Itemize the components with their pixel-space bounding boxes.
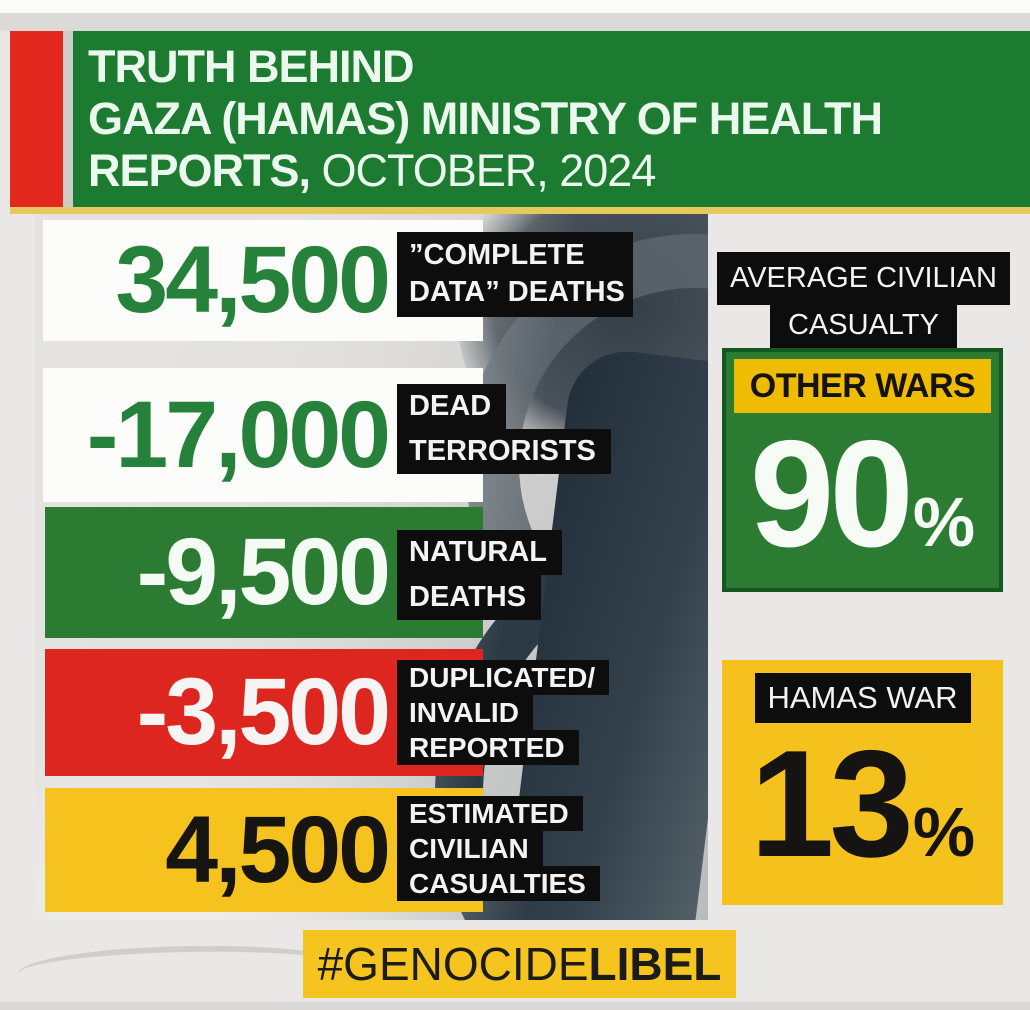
percent-sign: % xyxy=(912,483,976,561)
stat-label-dead-terrorists: DEAD TERRORISTS xyxy=(397,384,611,474)
stat-value: -3,500 xyxy=(136,659,391,765)
stat-label-line: DEAD xyxy=(397,384,507,429)
hamas-war-card: HAMAS WAR 13 % xyxy=(722,660,1003,905)
hashtag-banner: #GENOCIDE LIBEL xyxy=(303,930,736,998)
stat-label-line: INVALID xyxy=(397,695,533,730)
header-title-line3-regular: OCTOBER, 2024 xyxy=(310,145,657,196)
other-wars-label: OTHER WARS xyxy=(734,359,991,413)
average-civilian-casualty-heading: AVERAGE CIVILIAN CASUALTY xyxy=(715,252,1012,350)
stat-label-line: NATURAL xyxy=(397,530,562,575)
other-wars-value: 90 % xyxy=(726,409,999,579)
stat-label-line: DEATHS xyxy=(397,575,542,620)
stat-value: 34,500 xyxy=(115,227,391,333)
stat-label-estimated-civilian: ESTIMATED CIVILIAN CASUALTIES xyxy=(397,796,600,901)
stat-label-line: CIVILIAN xyxy=(397,831,543,866)
heading-line: AVERAGE CIVILIAN xyxy=(717,252,1010,305)
header-title-line3-bold: REPORTS, xyxy=(88,145,311,196)
stat-label-complete-data-deaths: ”COMPLETE DATA” DEATHS xyxy=(397,232,633,317)
hamas-war-label: HAMAS WAR xyxy=(754,673,971,723)
stat-label-line: ESTIMATED xyxy=(397,796,583,831)
top-margin-strip xyxy=(0,0,1030,13)
stat-value: 4,500 xyxy=(165,797,391,903)
header-title-line3: REPORTS, OCTOBER, 2024 xyxy=(88,145,882,197)
header-title-line1: TRUTH BEHIND xyxy=(88,41,414,92)
header-red-stripe xyxy=(10,31,63,207)
stat-value: -17,000 xyxy=(86,382,391,488)
stat-value: -9,500 xyxy=(136,519,391,625)
hamas-war-value: 13 % xyxy=(722,719,1003,889)
stat-label-line: TERRORISTS xyxy=(397,429,611,474)
header-gold-underline xyxy=(10,207,1030,214)
percent-number: 90 xyxy=(749,409,914,579)
stat-label-line: ”COMPLETE xyxy=(409,239,585,271)
stat-label-natural-deaths: NATURAL DEATHS xyxy=(397,530,562,620)
stat-label-line: DATA” DEATHS xyxy=(409,276,625,308)
stat-label-line: DUPLICATED/ xyxy=(397,660,610,695)
header-stripe-gap xyxy=(63,31,73,207)
percent-number: 13 xyxy=(749,719,914,889)
header-title: TRUTH BEHIND GAZA (HAMAS) MINISTRY OF HE… xyxy=(88,41,883,197)
other-wars-card: OTHER WARS 90 % xyxy=(722,348,1003,592)
hashtag-bold-part: LIBEL xyxy=(588,938,722,990)
bottom-margin-strip xyxy=(0,1002,1030,1010)
stat-label-line: REPORTED xyxy=(397,730,579,765)
header-banner: TRUTH BEHIND GAZA (HAMAS) MINISTRY OF HE… xyxy=(10,31,1030,207)
percent-sign: % xyxy=(912,793,976,871)
header-title-line2: GAZA (HAMAS) MINISTRY OF HEALTH xyxy=(88,93,883,144)
top-gray-strip xyxy=(0,13,1030,31)
stat-label-duplicated-invalid: DUPLICATED/ INVALID REPORTED xyxy=(397,660,610,765)
stat-label-line: CASUALTIES xyxy=(397,866,600,901)
heading-line: CASUALTY xyxy=(770,305,957,350)
hashtag-regular-part: #GENOCIDE xyxy=(317,938,589,990)
